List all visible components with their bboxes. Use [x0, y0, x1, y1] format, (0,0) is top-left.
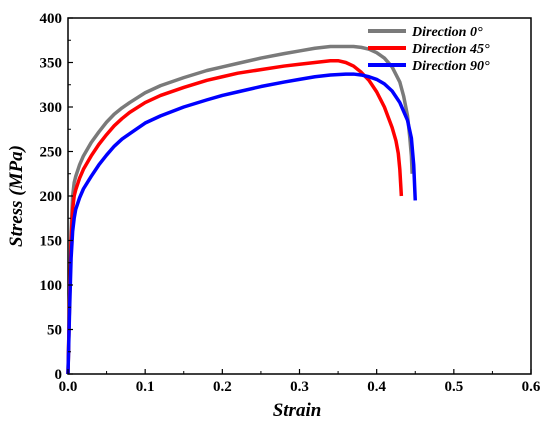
legend: Direction 0° Direction 45° Direction 90°: [368, 25, 490, 74]
y-tick-label: 300: [40, 100, 63, 116]
legend-label-1: Direction 45°: [411, 42, 490, 57]
ticks-group: 0.0 0.1 0.2 0.3 0.4 0.5 0.6 0 50 100 150 200 250 300 3…: [40, 11, 541, 395]
series-line-1: [66, 58, 404, 375]
x-tick-label: 0.3: [290, 379, 309, 395]
series-line-0: [66, 44, 414, 375]
x-tick-label: 0.0: [59, 379, 78, 395]
legend-label-2: Direction 90°: [411, 59, 490, 74]
x-tick-label: 0.5: [444, 379, 463, 395]
series-line-2: [66, 72, 417, 375]
y-tick-label: 0: [55, 367, 63, 383]
x-tick-label: 0.2: [213, 379, 232, 395]
x-tick-label: 0.6: [522, 379, 541, 395]
y-tick-label: 100: [40, 278, 63, 294]
y-tick-label: 200: [40, 189, 63, 205]
legend-label-0: Direction 0°: [411, 25, 483, 40]
x-tick-label: 0.1: [136, 379, 155, 395]
y-tick-label: 250: [40, 145, 63, 161]
y-tick-label: 350: [40, 56, 63, 72]
y-axis-title: Stress (MPa): [6, 145, 27, 247]
y-tick-label: 400: [40, 11, 63, 27]
series-group: [66, 44, 417, 375]
y-tick-label: 50: [47, 323, 62, 339]
x-axis-title: Strain: [273, 400, 322, 421]
y-tick-label: 150: [40, 234, 63, 250]
x-tick-label: 0.4: [367, 379, 386, 395]
